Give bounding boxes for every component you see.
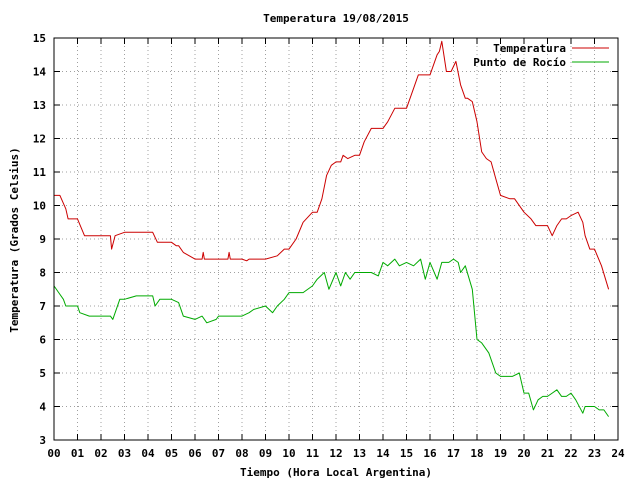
- y-tick-label: 9: [39, 233, 46, 246]
- y-tick-label: 8: [39, 267, 46, 280]
- legend-label-punto-de-rocio: Punto de Rocío: [473, 56, 566, 69]
- x-tick-label: 06: [188, 447, 202, 460]
- x-tick-label: 18: [470, 447, 483, 460]
- x-tick-label: 14: [376, 447, 390, 460]
- y-tick-label: 3: [39, 434, 46, 447]
- x-tick-label: 17: [447, 447, 460, 460]
- y-tick-label: 12: [33, 133, 46, 146]
- chart-title: Temperatura 19/08/2015: [263, 12, 409, 25]
- y-tick-label: 4: [39, 401, 46, 414]
- x-tick-label: 20: [517, 447, 530, 460]
- y-tick-label: 11: [33, 166, 47, 179]
- x-tick-label: 08: [235, 447, 248, 460]
- x-tick-label: 21: [541, 447, 555, 460]
- x-tick-label: 15: [400, 447, 413, 460]
- legend-label-temperatura: Temperatura: [493, 42, 566, 55]
- y-tick-label: 5: [39, 367, 46, 380]
- x-tick-label: 10: [282, 447, 295, 460]
- x-tick-label: 13: [353, 447, 366, 460]
- x-axis-label: Tiempo (Hora Local Argentina): [240, 466, 432, 479]
- x-tick-label: 12: [329, 447, 342, 460]
- axis-ticks: 00 01 02 03 04 05 06 07 08 09 10 11 12 13 14 15 16 17 18 19…: [33, 32, 625, 460]
- y-tick-label: 10: [33, 200, 46, 213]
- x-tick-label: 09: [259, 447, 272, 460]
- x-tick-label: 05: [165, 447, 178, 460]
- grid-lines: [54, 38, 618, 440]
- y-tick-label: 7: [39, 300, 46, 313]
- y-tick-label: 6: [39, 334, 46, 347]
- x-tick-label: 02: [94, 447, 107, 460]
- y-tick-label: 14: [33, 66, 47, 79]
- x-tick-label: 19: [494, 447, 507, 460]
- x-tick-label: 22: [564, 447, 577, 460]
- series-lines: [53, 40, 610, 417]
- y-tick-label: 13: [33, 99, 46, 112]
- series-line-punto-de-rocio: [53, 258, 610, 417]
- series-line-temperatura: [54, 40, 610, 290]
- plot-frame: [53, 37, 619, 441]
- x-tick-label: 11: [306, 447, 320, 460]
- x-tick-label: 00: [47, 447, 60, 460]
- legend: Temperatura Punto de Rocío: [473, 42, 609, 69]
- y-axis-label: Temperatura (Grados Celsius): [8, 147, 21, 332]
- x-tick-label: 04: [141, 447, 155, 460]
- x-tick-label: 23: [588, 447, 601, 460]
- x-tick-label: 16: [423, 447, 437, 460]
- x-tick-label: 01: [71, 447, 85, 460]
- x-tick-label: 07: [212, 447, 225, 460]
- x-tick-label: 24: [611, 447, 625, 460]
- y-tick-label: 15: [33, 32, 46, 45]
- x-tick-label: 03: [118, 447, 131, 460]
